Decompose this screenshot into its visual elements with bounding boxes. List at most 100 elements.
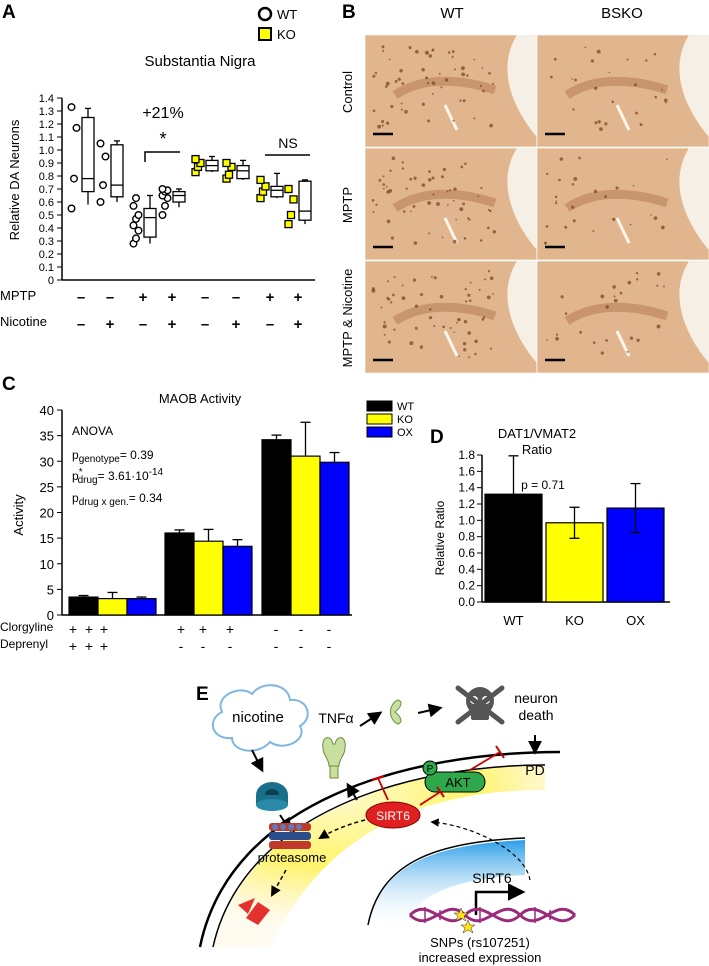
condition-clorgyline: +	[226, 621, 234, 637]
neuron-dot	[386, 296, 389, 300]
bar-wt	[164, 532, 195, 616]
neuron-dot	[612, 285, 616, 289]
neuron-dot	[653, 216, 658, 220]
neuron-dot	[400, 108, 403, 111]
neuron-dot	[553, 57, 557, 61]
neuron-dot	[467, 293, 471, 297]
annotation-ns: NS	[278, 135, 297, 151]
x-tick-label-d: KO	[565, 613, 584, 628]
condition-nicotine: –	[266, 316, 274, 333]
micrograph-tile	[536, 260, 709, 374]
neuron-dot	[543, 241, 548, 245]
neuron-dot	[546, 172, 549, 176]
row-label-mptp-nicotine: MPTP & Nicotine	[340, 269, 355, 368]
data-point-wt	[131, 194, 140, 203]
neuron-dot	[604, 195, 608, 199]
neuron-dot	[452, 199, 455, 202]
condition-deprenyl: +	[69, 638, 77, 654]
neuron-dot	[430, 275, 433, 278]
legend-swatch-wt	[366, 400, 393, 412]
micrograph-edge	[507, 35, 537, 137]
neuron-dot	[474, 352, 477, 356]
neuron-dot	[401, 284, 404, 287]
neuron-dot	[629, 223, 632, 226]
y-tick-label-d: 1.6	[458, 464, 475, 478]
data-point-ko	[224, 170, 234, 179]
neuron-dot	[468, 356, 471, 359]
cell-interior	[213, 765, 545, 947]
neuron-dot	[453, 187, 457, 191]
condition-deprenyl: +	[100, 638, 108, 654]
y-tick-label-d: 0.4	[458, 562, 475, 576]
neuron-dot	[381, 124, 384, 127]
box-a	[298, 180, 312, 221]
condition-deprenyl: -	[299, 638, 304, 654]
inhibit-sirt6-akt	[377, 777, 389, 801]
neuron-dot	[473, 117, 476, 120]
neuron-dot	[390, 104, 394, 109]
data-point-wt	[158, 184, 167, 193]
transcription-start-arrow	[474, 883, 526, 915]
panel-label-c: C	[2, 374, 16, 395]
neuron-dot	[414, 304, 419, 308]
neuron-dot	[463, 237, 467, 240]
expression-label: increased expression	[419, 950, 542, 965]
neuron-dot	[464, 162, 467, 166]
row-label-nicotine: Nicotine	[0, 314, 47, 329]
y-tick-label-a: 0.1	[39, 262, 54, 274]
condition-mptp: –	[106, 289, 114, 306]
neuron-dot	[463, 348, 467, 352]
neuron-dot	[439, 294, 444, 299]
neuron-dot	[478, 288, 481, 291]
neuron-dot	[564, 312, 568, 315]
condition-mptp: +	[168, 289, 177, 306]
bar-wt	[261, 439, 292, 616]
condition-nicotine: –	[201, 316, 209, 333]
stats-c: ANOVA pgenotype= 0.39 p* drug= 3.61·10-14…	[72, 424, 164, 508]
neuron-dot	[467, 331, 472, 335]
condition-nicotine: –	[77, 316, 85, 333]
neuron-dot	[442, 325, 445, 329]
arrow-sirt6-proteasome	[318, 819, 366, 840]
chart-title-a: Substantia Nigra	[145, 53, 257, 70]
skull-icon	[455, 685, 505, 725]
neuron-dot	[481, 67, 484, 69]
bar-ko	[97, 597, 128, 616]
neuron-dot	[428, 308, 432, 311]
neuron-dot	[613, 295, 616, 298]
condition-clorgyline: +	[85, 621, 93, 637]
arrow-tnf-death	[417, 703, 443, 718]
box-a	[143, 207, 157, 238]
y-tick-label-a: 0.4	[39, 223, 54, 235]
neuron-dot	[414, 326, 418, 330]
data-point-wt	[131, 234, 140, 243]
bar-ox	[222, 545, 253, 616]
data-point-wt	[98, 181, 107, 190]
y-tick-label-d: 1.2	[458, 497, 475, 511]
neuron-dot	[427, 119, 431, 123]
neuron-dot	[626, 58, 629, 61]
data-point-ko	[286, 210, 296, 220]
y-axis-label-a: Relative DA Neurons	[7, 119, 22, 240]
neuron-dot	[397, 77, 401, 81]
neuron-dot	[387, 340, 391, 344]
nicotinic-receptor	[256, 782, 288, 811]
cell-membrane-inner	[212, 764, 546, 948]
condition-clorgyline: -	[327, 621, 332, 637]
neuron-dot	[664, 101, 667, 104]
data-point-wt	[160, 201, 169, 210]
neuron-dot	[388, 58, 391, 61]
neuron-dot	[481, 317, 485, 321]
micrograph-edge	[507, 148, 537, 250]
neuron-dot	[409, 210, 412, 213]
neuron-dot	[452, 239, 457, 244]
neuron-dot	[653, 52, 657, 56]
neuron-dot	[629, 336, 634, 340]
y-tick-label-a: 0.3	[39, 236, 54, 248]
micrograph-vessel	[443, 330, 459, 357]
arrow-nicotine-receptor	[250, 749, 264, 773]
neuron-dot	[409, 177, 413, 181]
condition-mptp: –	[232, 289, 240, 306]
neuron-dot	[479, 239, 483, 242]
